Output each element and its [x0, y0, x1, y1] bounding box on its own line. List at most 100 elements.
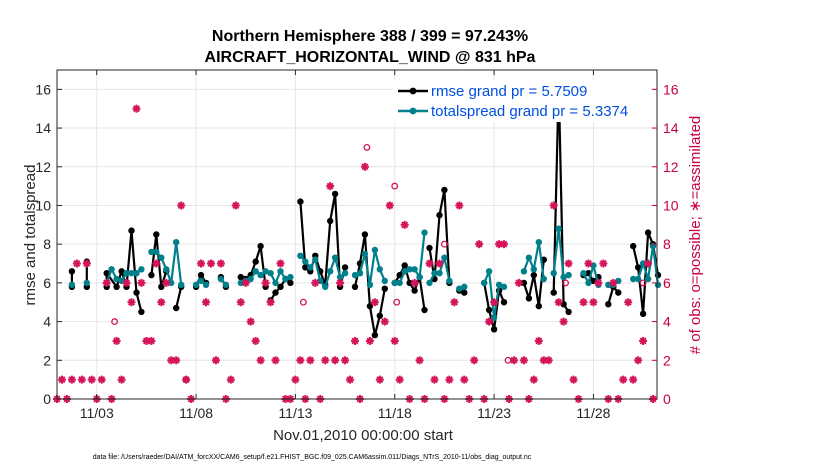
- rmse-point: [366, 302, 374, 310]
- obs-assimilated-marker: [490, 298, 499, 307]
- obs-star-stroke: [237, 298, 245, 306]
- totalspread-point: [133, 270, 140, 277]
- obs-assimilated-marker: [157, 298, 166, 307]
- obs-star-stroke: [162, 279, 170, 287]
- obs-star-stroke: [599, 260, 607, 268]
- rmse-point: [535, 302, 542, 310]
- obs-star-stroke: [227, 376, 235, 384]
- rmse-point: [411, 287, 418, 294]
- totalspread-point: [158, 254, 165, 261]
- y-tick-label-left: 14: [35, 120, 51, 136]
- obs-assimilated-marker: [609, 278, 618, 287]
- totalspread-point: [138, 266, 145, 273]
- totalspread-point: [322, 283, 329, 290]
- rmse-point: [331, 190, 339, 198]
- chart-title-line2: AIRCRAFT_HORIZONTAL_WIND @ 831 hPa: [205, 49, 536, 66]
- obs-star-stroke: [520, 356, 528, 364]
- obs-star-stroke: [331, 356, 339, 364]
- obs-possible-marker: [391, 182, 399, 190]
- rmse-point: [381, 285, 388, 292]
- rmse-point: [287, 279, 294, 287]
- obs-star-stroke: [326, 182, 334, 190]
- obs-star-stroke: [391, 337, 399, 345]
- obs-possible-marker: [182, 376, 190, 384]
- obs-star-stroke: [172, 356, 180, 364]
- obs-assimilated-marker: [291, 375, 300, 384]
- x-tick-label: 11/08: [179, 405, 213, 421]
- rmse-point: [148, 271, 155, 279]
- obs-assimilated-marker: [306, 356, 315, 365]
- totalspread-point: [555, 225, 562, 232]
- totalspread-point: [525, 254, 533, 261]
- obs-possible-marker: [111, 318, 119, 326]
- totalspread-point: [376, 266, 383, 273]
- rmse-point: [128, 227, 135, 234]
- obs-assimilated-marker: [624, 298, 633, 307]
- obs-assimilated-marker: [445, 375, 454, 384]
- obs-assimilated-marker: [202, 298, 211, 307]
- obs-assimilated-marker: [341, 356, 350, 365]
- obs-star-stroke: [147, 337, 155, 345]
- rmse-point: [153, 231, 160, 238]
- obs-star-stroke: [619, 376, 627, 384]
- obs-star-stroke: [629, 376, 637, 384]
- totalspread-point: [108, 266, 115, 273]
- obs-star-stroke: [132, 105, 140, 113]
- obs-star-stroke: [455, 201, 463, 209]
- obs-assimilated-marker: [460, 375, 469, 384]
- rmse-point: [401, 262, 408, 269]
- obs-star-stroke: [123, 279, 131, 287]
- obs-assimilated-marker: [211, 356, 220, 365]
- obs-star-stroke: [321, 356, 329, 364]
- obs-assimilated-marker: [500, 240, 509, 249]
- rmse-point: [361, 231, 369, 238]
- totalspread-point: [247, 275, 254, 283]
- totalspread-point: [411, 266, 418, 273]
- obs-assimilated-marker: [276, 259, 285, 268]
- obs-assimilated-marker: [375, 375, 384, 384]
- obs-assimilated-marker: [246, 317, 255, 326]
- obs-assimilated-marker: [251, 336, 260, 345]
- obs-assimilated-marker: [296, 356, 305, 365]
- obs-star-stroke: [118, 376, 126, 384]
- x-tick-label: 11/13: [278, 405, 312, 421]
- obs-assimilated-marker: [380, 317, 389, 326]
- totalspread-point: [416, 273, 423, 281]
- obs-assimilated-marker: [321, 356, 330, 365]
- obs-star-stroke: [589, 298, 597, 306]
- obs-assimilated-marker: [122, 278, 131, 287]
- totalspread-point: [550, 270, 557, 277]
- totalspread-point: [431, 270, 438, 277]
- y-tick-label-left: 2: [43, 352, 51, 368]
- obs-assimilated-marker: [639, 336, 648, 345]
- obs-star-stroke: [291, 376, 299, 384]
- rmse-point: [197, 271, 205, 279]
- obs-assimilated-marker: [370, 298, 379, 307]
- totalspread-point: [565, 271, 572, 279]
- obs-assimilated-marker: [619, 375, 628, 384]
- obs-assimilated-marker: [360, 162, 369, 171]
- obs-star-stroke: [197, 260, 205, 268]
- obs-star-stroke: [565, 260, 573, 268]
- totalspread-point: [560, 273, 567, 281]
- totalspread-point: [297, 252, 304, 259]
- obs-star-stroke: [535, 337, 543, 345]
- obs-star-stroke: [416, 356, 424, 364]
- totalspread-point: [202, 281, 210, 288]
- obs-star-stroke: [426, 260, 434, 268]
- obs-assimilated-marker: [425, 259, 434, 268]
- obs-star-stroke: [594, 279, 602, 287]
- obs-assimilated-marker: [390, 336, 399, 345]
- totalspread-point: [351, 271, 359, 279]
- obs-assimilated-marker: [594, 278, 603, 287]
- obs-star-stroke: [401, 221, 409, 229]
- obs-star-stroke: [381, 318, 389, 326]
- legend-rmse-label: rmse grand pr = 5.7509: [431, 83, 587, 100]
- obs-assimilated-marker: [351, 336, 360, 345]
- totalspread-point: [267, 270, 274, 277]
- obs-star-stroke: [341, 356, 349, 364]
- obs-assimilated-marker: [177, 201, 186, 210]
- y-tick-label-left: 12: [35, 159, 51, 175]
- obs-possible-marker: [299, 298, 307, 306]
